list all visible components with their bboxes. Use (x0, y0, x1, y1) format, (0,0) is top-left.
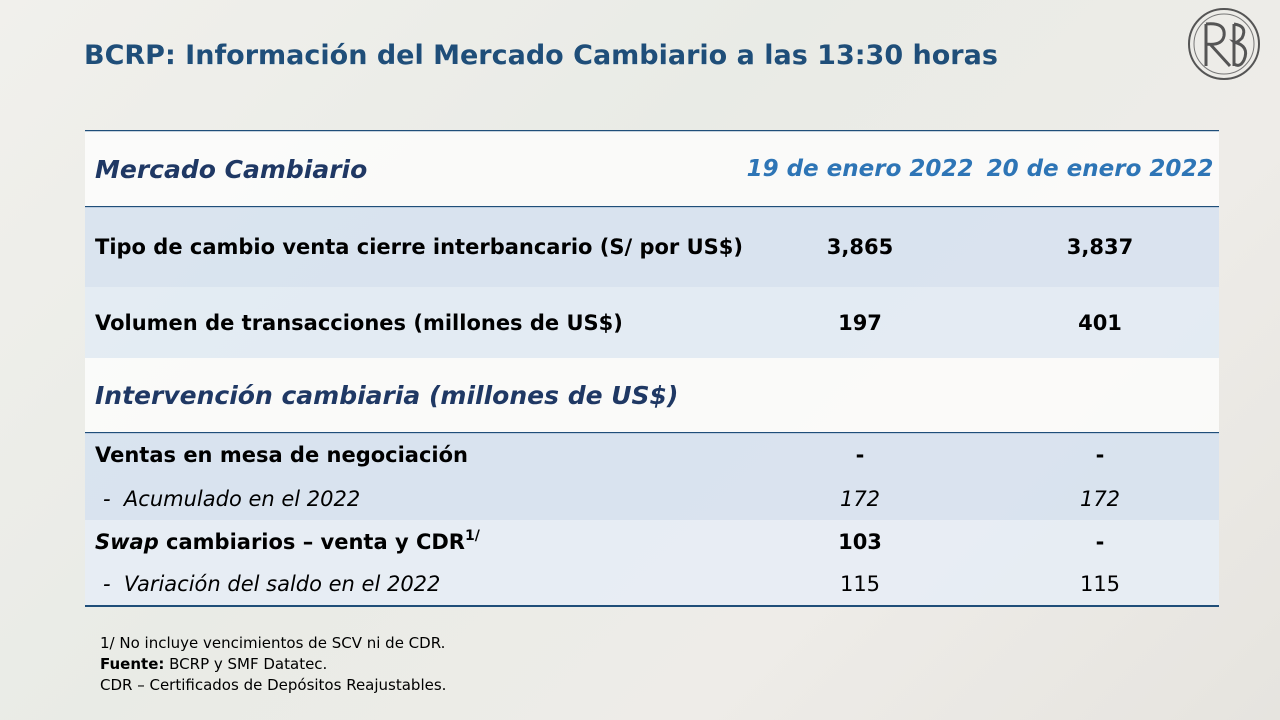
note: BCRP y SMF Datatec. (164, 655, 328, 673)
logo (1188, 8, 1260, 80)
section-row: Intervención cambiaria (millones de US$) (85, 358, 1219, 433)
note-label: Fuente: (100, 655, 165, 673)
value-cell: 3,865 (826, 235, 894, 259)
row-label: - Variación del saldo en el 2022 (103, 572, 441, 596)
table-row: - Variación del saldo en el 2022 115 115 (85, 563, 1219, 605)
label-part: Swap (95, 529, 159, 554)
value-cell: 115 (1079, 572, 1121, 596)
rule (85, 130, 1219, 132)
label-sup: 1/ (464, 528, 480, 544)
value-cell: 115 (839, 572, 881, 596)
note: 1/ No incluye vencimientos de SCV ni de … (100, 634, 446, 652)
header-cell: 19 de enero 2022 (746, 156, 974, 182)
table-row: Tipo de cambio venta cierre interbancari… (85, 207, 1219, 287)
header-row: Mercado Cambiario 19 de enero 2022 20 de… (85, 131, 1219, 207)
label-part: cambiarios – venta y CDR (158, 529, 465, 554)
rule (85, 605, 1219, 607)
value-cell: - (1095, 529, 1105, 554)
note: CDR – Certificados de Depósitos Reajusta… (100, 676, 447, 694)
row-label: Swap cambiarios – venta y CDR 1/ (95, 520, 480, 563)
rule (85, 432, 1219, 434)
row-label: - Acumulado en el 2022 (103, 486, 361, 511)
header-cell: 20 de enero 2022 (986, 156, 1214, 182)
row-label: Tipo de cambio venta cierre interbancari… (95, 235, 743, 259)
table-row: Volumen de transacciones (millones de US… (85, 287, 1219, 358)
row-label: Volumen de transacciones (millones de US… (95, 310, 623, 335)
rule (85, 206, 1219, 208)
table-row: - Acumulado en el 2022 172 172 (85, 477, 1219, 520)
title: BCRP: Información del Mercado Cambiario … (84, 40, 998, 71)
value-cell: 172 (1079, 486, 1121, 511)
table-row: Ventas en mesa de negociación - - (85, 433, 1219, 477)
value-cell: 197 (838, 310, 882, 335)
row-label: Ventas en mesa de negociación (95, 443, 469, 467)
value-cell: 401 (1078, 310, 1122, 335)
header-cell: Mercado Cambiario (95, 154, 368, 184)
value-cell: 172 (839, 486, 881, 511)
value-cell: - (1095, 443, 1105, 467)
notes: 1/ No incluye vencimientos de SCV ni de … (100, 633, 446, 696)
value-cell: - (855, 443, 865, 467)
value-cell: 3,837 (1066, 235, 1134, 259)
section-title: Intervención cambiaria (millones de US$) (95, 381, 679, 410)
value-cell: 103 (838, 529, 882, 554)
table-row: Swap cambiarios – venta y CDR 1/103 - (85, 520, 1219, 563)
note: Fuente: BCRP y SMF Datatec. (100, 654, 446, 675)
